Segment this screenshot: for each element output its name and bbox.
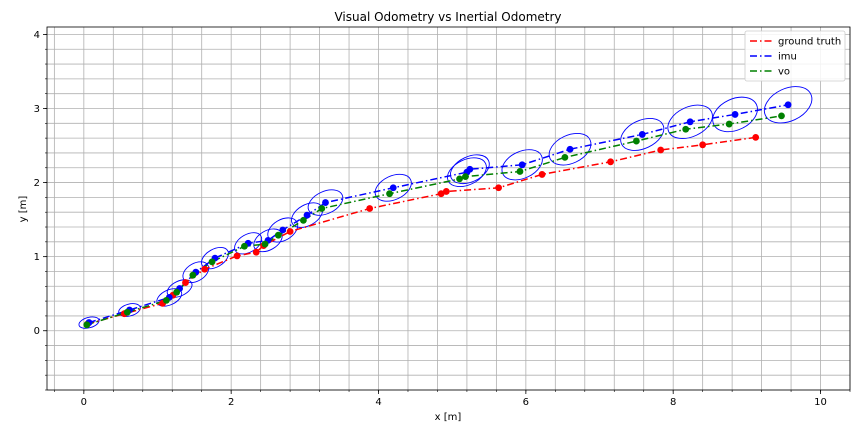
- ground-truth-point: [657, 146, 665, 154]
- ground-truth-point: [182, 279, 189, 286]
- imu-uncertainty-ellipse: [182, 261, 210, 284]
- ground-truth-point: [607, 158, 614, 166]
- vo-point: [261, 240, 269, 248]
- y-tick-label: 2: [34, 178, 40, 189]
- x-tick-label: 10: [814, 397, 827, 408]
- vo-point: [632, 137, 640, 145]
- imu-uncertainty-ellipse: [307, 189, 344, 216]
- legend-box: [744, 30, 846, 82]
- vo-point: [162, 296, 170, 304]
- imu-point: [279, 226, 287, 234]
- vo-point: [725, 120, 733, 128]
- ground-truth-point: [699, 141, 707, 149]
- vo-point: [386, 190, 393, 198]
- x-tick-label: 2: [228, 397, 234, 408]
- ground-truth-point: [201, 265, 209, 273]
- imu-point: [686, 118, 694, 126]
- y-tick-label: 3: [34, 104, 40, 115]
- y-tick-label: 0: [34, 326, 40, 337]
- imu-point: [466, 165, 474, 173]
- imu-point: [784, 101, 792, 109]
- imu-point: [518, 161, 526, 169]
- x-axis-label: x [m]: [435, 412, 462, 423]
- imu-uncertainty-ellipse: [449, 154, 490, 185]
- imu-point: [303, 211, 311, 219]
- ground-truth-point: [233, 252, 241, 260]
- ground-truth-point: [252, 248, 260, 256]
- x-tick-label: 0: [81, 397, 87, 408]
- imu-uncertainty-ellipse: [548, 132, 592, 166]
- imu-uncertainty-ellipse: [374, 173, 412, 202]
- ground-truth-point: [752, 133, 760, 141]
- vo-point: [778, 112, 785, 120]
- imu-uncertainty-ellipse: [712, 96, 758, 133]
- vo-point: [274, 231, 282, 239]
- vo-point: [123, 308, 131, 316]
- vo-point: [299, 216, 307, 224]
- x-tick-label: 4: [375, 397, 381, 408]
- ground-truth-point: [442, 188, 450, 195]
- imu-uncertainty-ellipse: [667, 104, 713, 139]
- axes-frame: [46, 26, 851, 391]
- legend-label-imu: imu: [778, 52, 797, 63]
- vo-point: [173, 288, 181, 296]
- vo-point: [189, 271, 197, 279]
- legend: ground truth imu vo: [744, 30, 846, 82]
- chart-title: Visual Odometry vs Inertial Odometry: [334, 10, 561, 24]
- vo-point: [241, 242, 248, 250]
- imu-point: [731, 111, 739, 118]
- y-axis-label: y [m]: [18, 196, 29, 223]
- legend-label-ground-truth: ground truth: [778, 37, 841, 48]
- vo-point: [516, 168, 524, 175]
- vo-point: [682, 125, 690, 133]
- ground-truth-point: [538, 171, 546, 178]
- x-tick-label: 6: [523, 397, 529, 408]
- y-tick-label: 4: [34, 30, 40, 41]
- imu-uncertainty-ellipse: [201, 247, 229, 270]
- vo-point: [561, 153, 569, 161]
- vo-point: [83, 321, 91, 329]
- y-tick-label: 1: [34, 252, 40, 263]
- axes: 0 2 4 6 8 10 0 1 2 3 4: [34, 26, 851, 408]
- imu-uncertainty-ellipse: [620, 117, 665, 151]
- imu-point: [389, 184, 397, 192]
- vo-point: [462, 173, 469, 181]
- ground-truth-point: [495, 184, 502, 192]
- vo-point: [456, 175, 463, 183]
- vo-point: [318, 205, 326, 212]
- imu-point: [566, 145, 574, 153]
- ground-truth-point: [366, 205, 374, 212]
- imu-uncertainty-ellipse: [234, 232, 263, 255]
- ground-truth-point: [286, 228, 294, 235]
- ground-truth-point: [437, 190, 445, 198]
- vo-point: [208, 258, 216, 266]
- imu-point: [638, 131, 646, 138]
- x-tick-label: 8: [670, 397, 676, 408]
- imu-point: [322, 199, 329, 206]
- imu-uncertainty-ellipse: [763, 86, 813, 124]
- grid: [47, 27, 851, 391]
- legend-label-vo: vo: [778, 67, 790, 78]
- series-points: [83, 101, 792, 329]
